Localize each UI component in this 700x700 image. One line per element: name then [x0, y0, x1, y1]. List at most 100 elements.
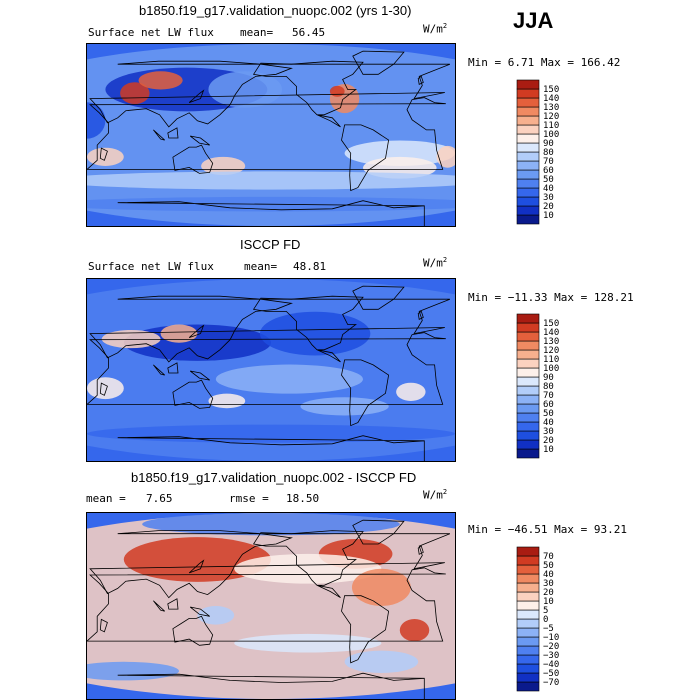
coastline — [417, 75, 424, 85]
colorbar-box — [516, 439, 540, 450]
flux-contour-region — [142, 513, 400, 536]
coastline — [352, 50, 405, 75]
colorbar-tick-label: 10 — [543, 597, 554, 607]
colorbar-tick-label: 130 — [543, 103, 559, 113]
flux-contour-region — [208, 71, 283, 108]
colorbar-box — [516, 322, 540, 333]
colorbar-box — [516, 430, 540, 441]
panel3-rmse-value: 18.50 — [286, 492, 320, 505]
panel1-mean-value: 56.45 — [292, 26, 326, 39]
colorbar-tick-label: 110 — [543, 121, 559, 131]
panel1-field-label: Surface net LW flux — [88, 26, 214, 39]
flux-contour-region — [329, 85, 345, 97]
coastline — [167, 362, 179, 374]
flux-contour-region — [344, 140, 455, 166]
panel2-field-label: Surface net LW flux — [88, 260, 214, 273]
panel1-title: b1850.f19_g17.validation_nuopc.002 (yrs … — [139, 3, 412, 18]
coastline — [352, 285, 405, 310]
colorbar-box — [516, 591, 540, 602]
flux-contour-region — [234, 633, 382, 653]
colorbar-box — [516, 421, 540, 432]
flux-contour-region — [344, 650, 419, 673]
colorbar-box — [516, 88, 540, 99]
colorbar-box — [516, 151, 540, 162]
colorbar-box — [516, 205, 540, 216]
colorbar-box — [516, 546, 540, 557]
colorbar-box — [516, 555, 540, 566]
coastline — [87, 97, 446, 170]
colorbar-box — [516, 636, 540, 647]
colorbar-tick-label: 60 — [543, 400, 554, 410]
colorbar-box — [516, 340, 540, 351]
colorbar-tick-label: −5 — [543, 624, 554, 634]
colorbar-tick-label: 50 — [543, 409, 554, 419]
colorbar-tick-label: 70 — [543, 157, 554, 167]
coastline — [189, 135, 210, 146]
flux-contour-region — [208, 393, 246, 409]
colorbar-tick-label: 120 — [543, 346, 559, 356]
coastline — [87, 567, 446, 642]
panel2-map — [86, 278, 456, 462]
coastline — [172, 615, 214, 646]
flux-contour-region — [87, 424, 455, 443]
panel2-units: W/m2 — [423, 256, 448, 270]
coastline — [167, 598, 179, 610]
panel3-mean-value: 7.65 — [146, 492, 173, 505]
colorbar-box — [516, 178, 540, 189]
colorbar-tick-label: 10 — [543, 211, 554, 221]
coastline — [341, 124, 390, 192]
colorbar-tick-label: −70 — [543, 678, 559, 688]
colorbar-box — [516, 331, 540, 342]
panel1-minmax: Min = 6.71 Max = 166.42 — [468, 56, 621, 69]
flux-contour-region — [399, 619, 430, 642]
colorbar-box — [516, 663, 540, 674]
coastline — [117, 672, 425, 699]
coastline — [417, 545, 424, 555]
flux-contour-region — [197, 606, 235, 625]
colorbar-box — [516, 115, 540, 126]
flux-contour-region — [396, 382, 426, 401]
colorbar-tick-label: 90 — [543, 373, 554, 383]
colorbar-box — [516, 367, 540, 378]
colorbar-box — [516, 124, 540, 135]
colorbar-tick-label: 20 — [543, 588, 554, 598]
coastline — [188, 324, 205, 338]
colorbar-box — [516, 349, 540, 360]
colorbar-tick-label: 150 — [543, 319, 559, 329]
colorbar-tick-label: 20 — [543, 202, 554, 212]
coastline — [89, 60, 451, 128]
panel1-units: W/m2 — [423, 22, 448, 36]
colorbar-tick-label: 110 — [543, 355, 559, 365]
panel2-mean-label: mean= — [244, 260, 278, 273]
flux-contour-region — [201, 156, 246, 176]
coastline — [252, 530, 364, 599]
colorbar-tick-label: 90 — [543, 139, 554, 149]
colorbar-tick-label: 30 — [543, 193, 554, 203]
colorbar-tick-label: 80 — [543, 148, 554, 158]
flux-contour-region — [351, 568, 411, 606]
colorbar-box — [516, 313, 540, 324]
panel3-colorbar: −70 −50 −40 −30 −20 −10 −5 0 5 10 20 30 40 50 70 — [516, 546, 577, 692]
panel1-colorbar: 10 20 30 40 50 60 70 80 90 100 110 120 130 140 150 — [516, 79, 577, 225]
colorbar-tick-label: 80 — [543, 382, 554, 392]
colorbar-box — [516, 169, 540, 180]
colorbar-box — [516, 358, 540, 369]
coastline — [172, 144, 214, 174]
colorbar-tick-label: 0 — [543, 615, 548, 625]
colorbar-tick-label: 140 — [543, 94, 559, 104]
colorbar-tick-label: 30 — [543, 427, 554, 437]
colorbar-box — [516, 609, 540, 620]
panel1-mean-label: mean= — [240, 26, 274, 39]
coastline — [252, 60, 364, 128]
colorbar-tick-label: −30 — [543, 651, 559, 661]
colorbar-tick-label: 40 — [543, 184, 554, 194]
panel2-colorbar: 10 20 30 40 50 60 70 80 90 100 110 120 130 140 150 — [516, 313, 577, 459]
panel2-title: ISCCP FD — [240, 237, 301, 252]
coastline — [153, 600, 165, 612]
colorbar-tick-label: 40 — [543, 418, 554, 428]
colorbar-box — [516, 214, 540, 225]
colorbar-box — [516, 681, 540, 692]
colorbar-box — [516, 142, 540, 153]
colorbar-tick-label: 140 — [543, 328, 559, 338]
coastline — [89, 530, 451, 599]
